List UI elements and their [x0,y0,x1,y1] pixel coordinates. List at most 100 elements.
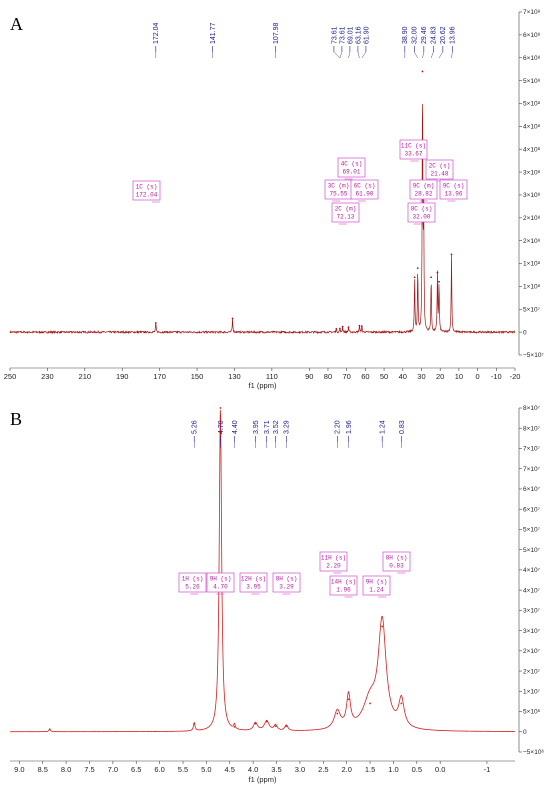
h1-peak-label: 4.40 [232,420,239,434]
c13-integration-box [331,202,360,223]
c13-peak-label: 32.00 [412,26,419,44]
h1-peak-label: 4.70 [218,420,225,434]
c13-y-tick-label: 5×10⁷ [523,306,541,313]
h1-integration-text: 12H (s) [241,576,266,583]
h1-integration-text: 3.95 [246,584,261,591]
c13-peak-label-connector [348,51,351,59]
c13-x-tick-label: 40 [399,372,407,381]
c13-peak-label-row: 172.04 141.77 107.98 73.61 73.61 69.01 63.16 61… [153,22,457,59]
c13-x-tick-label: 70 [342,372,350,381]
h1-x-tick-label: 7.0 [108,765,118,774]
c13-y-tick-label: 2×10⁸ [523,215,541,222]
h1-x-tick-label: 7.5 [84,765,94,774]
c13-peak-label-connector [333,51,341,59]
h1-integration-box [206,572,235,593]
h1-x-tick-label: 6.0 [154,765,164,774]
c13-peak-point [341,325,344,328]
panel-a-letter: A [10,14,23,34]
c13-peak-point [421,70,424,73]
c13-y-tick-label: 1×10⁸ [523,284,541,291]
c13-integration-text: 8C (s) [411,206,433,213]
c13-integration-box [407,202,436,223]
c13-y-tick-label: 0 [523,329,527,336]
h1-peak-label: 3.71 [264,420,271,434]
c13-y-tick-label: 1×10⁸ [523,261,541,268]
c13-integration-text: 69.01 [342,169,360,176]
c13-peak-label: 13.96 [450,26,457,44]
c13-peak-point [358,324,361,327]
h1-integration-text: 2.20 [326,563,341,570]
h1-peak-point [336,712,339,715]
h1-integration-text: 9H (s) [210,576,232,583]
c13-integration-text: 3C (m) [328,183,350,190]
c13-peak-label: 73.61 [339,26,346,44]
c13-y-tick-label: 5×10⁸ [523,101,541,108]
c13-peak-label: 73.61 [331,26,338,44]
h1-y-tick-label: 5×10⁶ [523,709,541,716]
h1-y-tick-label: 3×10⁷ [523,628,541,635]
h1-y-tick-label: 3×10⁷ [523,608,541,615]
c13-peak-point [438,280,440,283]
h1-y-tick-label: 0 [523,729,527,736]
h1-peak-point [381,625,384,628]
c13-integration-box [409,179,438,200]
c13-integration-text: 28.82 [414,191,432,198]
c13-x-tick-label: 230 [41,372,54,381]
c13-peak-point [360,325,363,328]
c13-peak-point [413,276,416,279]
c13-x-tick-label: 170 [153,372,166,381]
h1-integration-box [382,551,411,572]
h1-y-tick-label: 2×10⁷ [523,648,541,655]
c13-x-tick-label: 20 [436,372,444,381]
h1-y-tick-label: 4×10⁷ [523,587,541,594]
c13-peak-point [430,276,433,279]
h1-x-tick-label: 3.0 [295,765,305,774]
h1-integration-text: 3.29 [279,584,294,591]
h1-x-tick-label: 6.5 [131,765,141,774]
c13-x-tick-label: 30 [417,372,425,381]
c13-spectrum-trace [9,103,516,335]
h1-x-tick-label: 2.5 [318,765,328,774]
c13-x-tick-label: 150 [191,372,204,381]
c13-integration-text: 13.96 [444,191,462,198]
h1-x-tick-label: 8.0 [61,765,71,774]
panel-b-h1-spectrum: B 8×10⁷ 8×10⁷ 7×10⁷ 7×10⁷ 6×10⁷ 6×10⁷ 5×10⁷ 5×1… [9,405,544,784]
h1-y-axis: 8×10⁷ 8×10⁷ 7×10⁷ 7×10⁷ 6×10⁷ 6×10⁷ 5×10⁷ 5×10⁷… [518,405,544,756]
c13-integration-text: 2C (m) [335,206,357,213]
c13-y-tick-label: 6×10⁸ [523,32,541,39]
h1-x-tick-label: 5.0 [201,765,211,774]
h1-integration-text: 1.96 [336,587,351,594]
c13-peak-label: 38.90 [402,26,409,44]
h1-peak-label: 1.24 [380,420,387,434]
h1-integration-box [329,575,358,596]
c13-peak-point [436,271,439,274]
h1-y-tick-label: 5×10⁷ [523,547,541,554]
h1-peak-point [233,726,236,728]
h1-y-tick-label: 6×10⁷ [523,486,541,493]
c13-peak-point [416,267,419,270]
h1-x-tick-label: 5.5 [178,765,188,774]
panel-b-letter: B [10,409,22,429]
c13-integration-box [399,139,428,160]
h1-x-tick-label: 1.5 [365,765,375,774]
h1-peak-point [265,720,268,723]
c13-y-axis: 7×10⁸ 6×10⁸ 6×10⁸ 5×10⁸ 5×10⁸ 4×10⁸ 4×10⁸ 3×10⁸… [518,9,544,359]
h1-y-tick-label: 8×10⁷ [523,425,541,432]
c13-peak-label: 63.16 [355,26,362,44]
c13-integration-box [425,159,454,180]
h1-integration-box [319,551,348,572]
c13-x-tick-label: 110 [266,372,278,381]
h1-integration-box [362,575,391,596]
c13-x-tick-label: 50 [380,372,388,381]
c13-x-tick-label: 0 [476,372,480,381]
c13-integration-text: 9C (m) [413,183,435,190]
h1-x-tick-label: 1.0 [388,765,398,774]
c13-peak-point [231,317,234,320]
c13-x-tick-label: -10 [491,372,502,381]
c13-peak-label: 172.04 [153,22,160,44]
h1-y-tick-label: 7×10⁷ [523,446,541,453]
h1-peak-point [48,728,51,731]
